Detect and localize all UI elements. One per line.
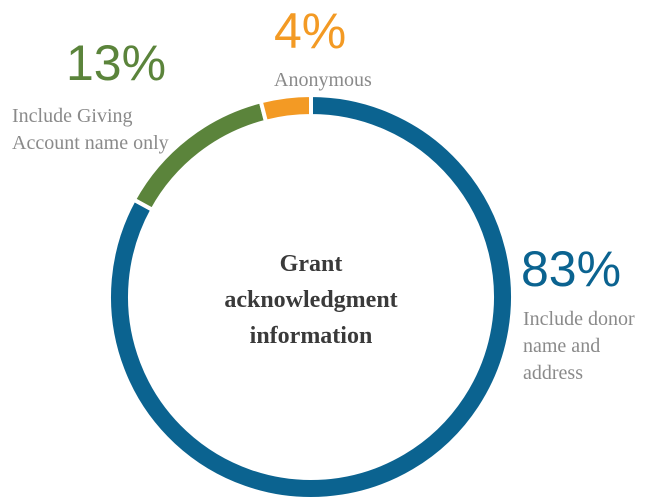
category-label: Include Giving Account name only	[12, 105, 169, 154]
category-label: Anonymous	[274, 69, 372, 91]
value-label: 4%	[274, 3, 347, 59]
value-label: 13%	[66, 35, 167, 91]
center-title: Grant acknowledgment information	[224, 251, 398, 349]
donut-segment	[258, 92, 313, 125]
value-label: 83%	[521, 241, 622, 297]
category-label: Include donor name and address	[523, 308, 635, 384]
